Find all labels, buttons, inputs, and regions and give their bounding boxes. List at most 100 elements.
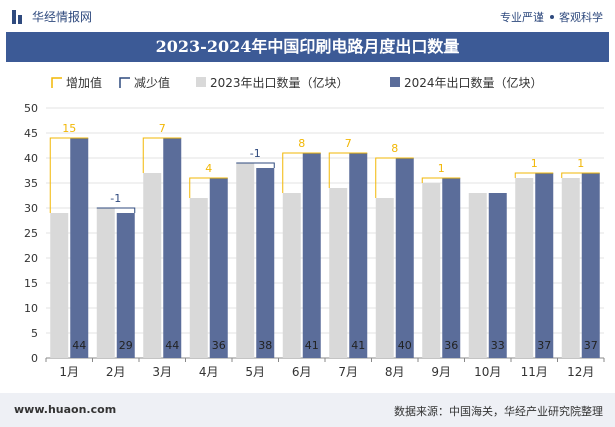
y-tick-label: 30 xyxy=(24,202,38,215)
slogan-left: 专业严谨 xyxy=(500,11,544,24)
decrease-value-label: -1 xyxy=(110,192,121,205)
bar-2023 xyxy=(515,178,534,358)
bar-2023 xyxy=(236,163,255,358)
x-tick-label: 9月 xyxy=(431,365,451,379)
bar-2024-value-label: 38 xyxy=(258,339,272,352)
bar-2024 xyxy=(256,168,275,358)
bar-2024-value-label: 37 xyxy=(584,339,598,352)
bar-2023 xyxy=(282,193,301,358)
x-tick-label: 10月 xyxy=(474,365,501,379)
bar-2024-value-label: 44 xyxy=(72,339,86,352)
x-tick-label: 3月 xyxy=(152,365,172,379)
y-tick-label: 50 xyxy=(24,102,38,115)
increase-value-label: 7 xyxy=(345,137,352,150)
bar-2023 xyxy=(422,183,441,358)
increase-bracket xyxy=(328,152,368,188)
decrease-bracket xyxy=(96,207,136,213)
legend-label-0: 增加值 xyxy=(66,75,102,90)
x-tick-label: 8月 xyxy=(385,365,405,379)
bar-2024 xyxy=(488,193,507,358)
bar-2023 xyxy=(375,198,394,358)
y-tick-label: 25 xyxy=(24,227,38,240)
footer-url[interactable]: www.huaon.com xyxy=(14,403,117,416)
increase-value-label: 8 xyxy=(391,142,398,155)
bar-2024 xyxy=(535,173,554,358)
increase-bracket xyxy=(561,172,600,178)
legend-label-1: 减少值 xyxy=(134,75,170,90)
bar-2024 xyxy=(395,158,414,358)
bar-2024-value-label: 44 xyxy=(165,339,179,352)
increase-bracket xyxy=(142,137,182,173)
increase-value-label: 1 xyxy=(531,157,538,170)
increase-bracket xyxy=(49,137,89,213)
y-tick-label: 0 xyxy=(31,352,38,365)
bar-2024-value-label: 33 xyxy=(491,339,505,352)
x-tick-label: 7月 xyxy=(338,365,358,379)
legend-label-2: 2023年出口数量（亿块） xyxy=(210,75,349,90)
bar-2024 xyxy=(442,178,461,358)
legend-s24-swatch xyxy=(390,77,400,87)
bar-2023 xyxy=(143,173,162,358)
increase-bracket xyxy=(375,157,414,198)
y-tick-label: 5 xyxy=(31,327,38,340)
bar-2024-value-label: 41 xyxy=(351,339,365,352)
increase-value-label: 15 xyxy=(62,122,76,135)
y-tick-label: 20 xyxy=(24,252,38,265)
bar-2024 xyxy=(116,213,135,358)
increase-value-label: 7 xyxy=(159,122,166,135)
x-tick-label: 12月 xyxy=(567,365,594,379)
y-tick-label: 15 xyxy=(24,277,38,290)
top-bar: 华经情报网 专业严谨 客观科学 xyxy=(0,0,615,32)
increase-bracket xyxy=(421,177,461,183)
increase-value-label: 4 xyxy=(205,162,212,175)
x-tick-label: 5月 xyxy=(245,365,265,379)
bar-2024 xyxy=(209,178,228,358)
legend-increase-swatch xyxy=(51,77,62,88)
footer: www.huaon.com 数据来源：中国海关，华经产业研究院整理 xyxy=(0,393,615,427)
increase-value-label: 1 xyxy=(438,162,445,175)
legend-decrease-swatch xyxy=(119,77,130,88)
chart-title: 2023-2024年中国印刷电路月度出口数量 xyxy=(6,32,609,62)
x-tick-label: 6月 xyxy=(292,365,312,379)
increase-bracket xyxy=(514,172,554,178)
y-tick-label: 45 xyxy=(24,127,38,140)
bar-chart-logo-icon xyxy=(12,9,26,24)
bar-2024 xyxy=(302,153,321,358)
bar-2024-value-label: 41 xyxy=(305,339,319,352)
x-tick-label: 2月 xyxy=(106,365,126,379)
bar-2024-value-label: 36 xyxy=(212,339,226,352)
x-tick-label: 1月 xyxy=(59,365,79,379)
tagline: 专业严谨 客观科学 xyxy=(500,9,603,25)
data-source: 数据来源：中国海关，华经产业研究院整理 xyxy=(394,405,603,418)
bar-2024-value-label: 36 xyxy=(444,339,458,352)
bar-2024 xyxy=(163,138,182,358)
bar-chart: 增加值 减少值 2023年出口数量（亿块） 2024年出口数量（亿块） 0 5 10 15 20… xyxy=(24,75,605,379)
legend-s23-swatch xyxy=(196,77,206,87)
x-tick-label: 11月 xyxy=(521,365,548,379)
bar-2024-value-label: 37 xyxy=(537,339,551,352)
bar-2023 xyxy=(50,213,69,358)
brand[interactable]: 华经情报网 xyxy=(12,8,92,25)
y-tick-label: 35 xyxy=(24,177,38,190)
brand-name: 华经情报网 xyxy=(32,10,93,24)
increase-value-label: 8 xyxy=(298,137,305,150)
slogan-right: 客观科学 xyxy=(559,11,603,24)
increase-value-label: 1 xyxy=(577,157,584,170)
bar-2023 xyxy=(468,193,487,358)
legend-label-3: 2024年出口数量（亿块） xyxy=(404,75,543,90)
bar-2024-value-label: 29 xyxy=(119,339,133,352)
bar-2024 xyxy=(349,153,368,358)
bar-2023 xyxy=(96,208,115,358)
bar-2023 xyxy=(189,198,208,358)
bar-2024-value-label: 40 xyxy=(398,339,412,352)
bar-2023 xyxy=(561,178,580,358)
bar-2023 xyxy=(329,188,348,358)
x-tick-label: 4月 xyxy=(199,365,219,379)
bar-2024 xyxy=(70,138,89,358)
decrease-bracket xyxy=(236,162,275,168)
decrease-value-label: -1 xyxy=(250,147,261,160)
bar-2024 xyxy=(581,173,600,358)
y-tick-label: 40 xyxy=(24,152,38,165)
dot-separator xyxy=(550,15,554,19)
y-tick-label: 10 xyxy=(24,302,38,315)
